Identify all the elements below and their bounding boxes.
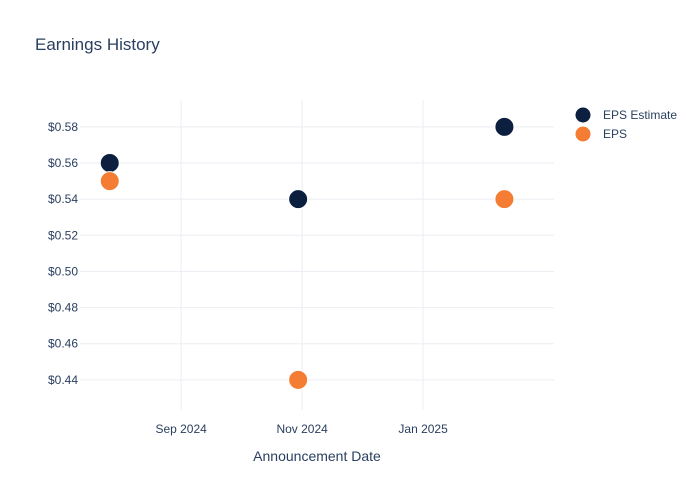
y-tick-label: $0.54 [48,192,78,206]
x-axis-title: Announcement Date [253,448,381,464]
data-point[interactable] [494,189,515,210]
chart-title: Earnings History [35,35,160,54]
legend-label: EPS Estimate [603,108,677,122]
data-points [99,116,515,390]
legend-label: EPS [603,127,627,141]
x-tick-label: Jan 2025 [398,422,448,436]
y-tick-label: $0.50 [48,264,78,278]
data-point[interactable] [288,189,309,210]
legend-marker [574,125,592,143]
legend-marker [574,106,592,124]
y-tick-label: $0.58 [48,120,78,134]
x-axis: Sep 2024 Nov 2024 Jan 2025 [155,422,448,436]
y-axis: $0.44 $0.46 $0.48 $0.50 $0.52 $0.54 $0.56 $0.58 [48,120,78,387]
data-point[interactable] [288,369,309,390]
legend[interactable]: EPS Estimate EPS [574,106,677,143]
data-point[interactable] [494,116,515,137]
data-point[interactable] [99,153,120,174]
data-point[interactable] [99,171,120,192]
legend-item[interactable]: EPS Estimate [574,106,677,124]
x-tick-label: Sep 2024 [155,422,207,436]
y-tick-label: $0.44 [48,373,78,387]
y-tick-label: $0.56 [48,156,78,170]
y-tick-label: $0.52 [48,228,78,242]
grid-layer [80,100,554,410]
series-1 [99,171,515,390]
y-tick-label: $0.48 [48,301,78,315]
x-tick-label: Nov 2024 [276,422,328,436]
y-tick-label: $0.46 [48,337,78,351]
legend-item[interactable]: EPS [574,125,627,143]
